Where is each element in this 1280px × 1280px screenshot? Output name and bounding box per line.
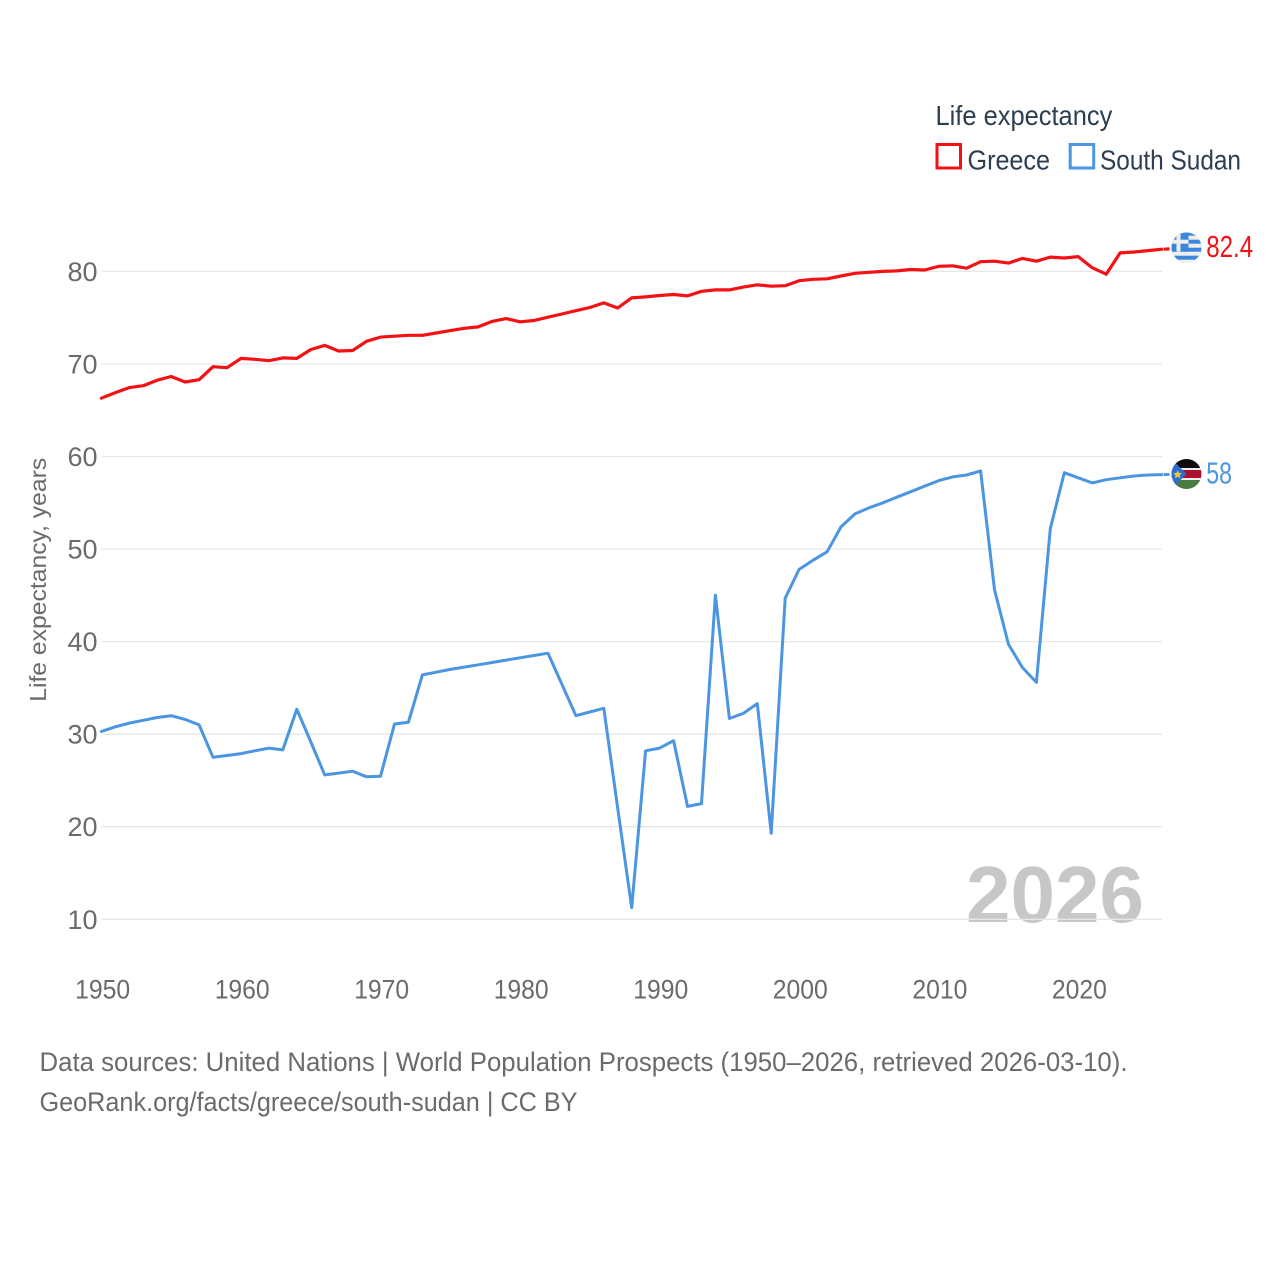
svg-text:1960: 1960 <box>215 975 270 1005</box>
svg-text:60: 60 <box>67 442 97 472</box>
svg-text:20: 20 <box>67 812 97 842</box>
svg-text:South Sudan: South Sudan <box>1100 145 1241 176</box>
svg-text:40: 40 <box>67 627 97 657</box>
svg-text:70: 70 <box>67 350 97 380</box>
svg-text:Life expectancy: Life expectancy <box>936 100 1113 131</box>
svg-text:Greece: Greece <box>968 145 1051 176</box>
svg-text:1950: 1950 <box>75 975 130 1005</box>
svg-text:GeoRank.org/facts/greece/south: GeoRank.org/facts/greece/south-sudan | C… <box>40 1087 578 1117</box>
svg-text:1980: 1980 <box>494 975 549 1005</box>
svg-text:1970: 1970 <box>354 975 409 1005</box>
svg-text:Data sources: United Nations |: Data sources: United Nations | World Pop… <box>40 1047 1128 1077</box>
svg-text:Life expectancy, years: Life expectancy, years <box>25 458 51 702</box>
svg-text:58: 58 <box>1206 456 1232 491</box>
svg-text:2020: 2020 <box>1052 975 1107 1005</box>
svg-text:2026: 2026 <box>966 850 1144 939</box>
svg-text:1990: 1990 <box>633 975 688 1005</box>
svg-text:10: 10 <box>67 905 97 935</box>
svg-text:30: 30 <box>67 720 97 750</box>
svg-text:82.4: 82.4 <box>1206 229 1253 264</box>
svg-text:80: 80 <box>67 257 97 287</box>
svg-text:50: 50 <box>67 535 97 565</box>
svg-text:2010: 2010 <box>912 975 967 1005</box>
svg-text:2000: 2000 <box>773 975 828 1005</box>
